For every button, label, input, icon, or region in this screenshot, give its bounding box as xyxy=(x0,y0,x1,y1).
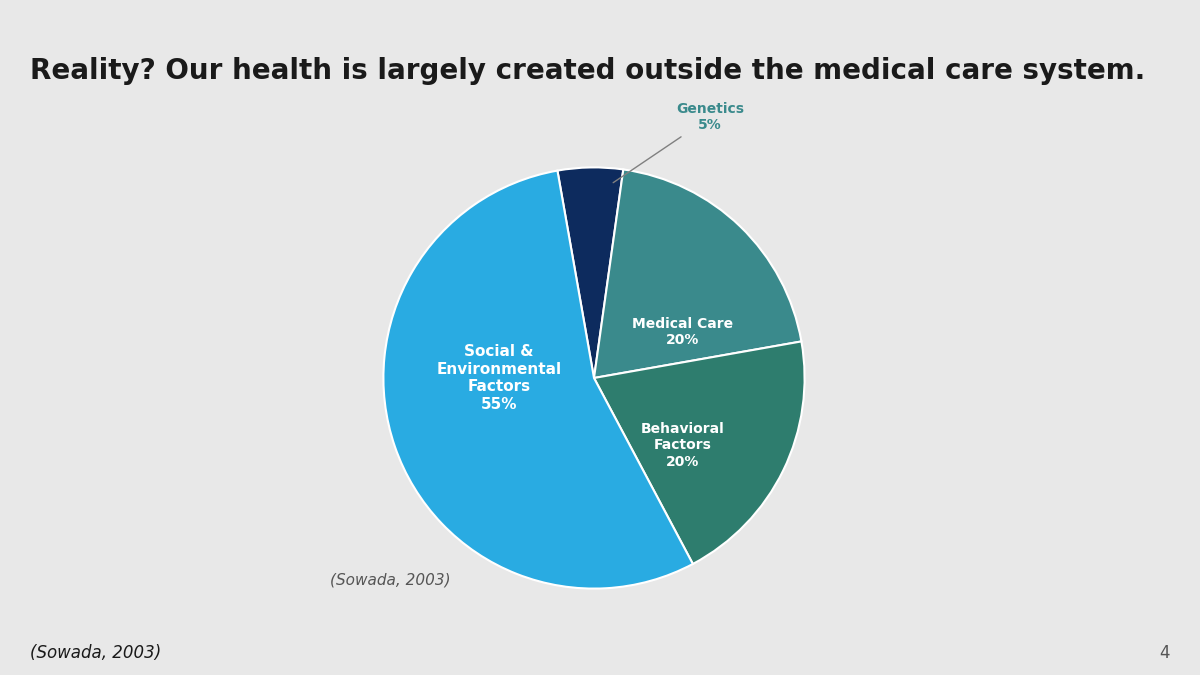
Text: (Sowada, 2003): (Sowada, 2003) xyxy=(30,644,161,662)
Wedge shape xyxy=(384,171,692,589)
Text: Medical Care
20%: Medical Care 20% xyxy=(632,317,733,347)
Text: (Sowada, 2003): (Sowada, 2003) xyxy=(330,572,450,587)
Wedge shape xyxy=(594,169,802,378)
Text: Behavioral
Factors
20%: Behavioral Factors 20% xyxy=(641,422,725,468)
Text: Genetics
5%: Genetics 5% xyxy=(613,103,744,183)
Text: Reality? Our health is largely created outside the medical care system.: Reality? Our health is largely created o… xyxy=(30,57,1145,85)
Text: 4: 4 xyxy=(1159,644,1170,662)
Wedge shape xyxy=(558,167,623,378)
Wedge shape xyxy=(594,342,804,564)
Text: Social &
Environmental
Factors
55%: Social & Environmental Factors 55% xyxy=(437,344,562,412)
